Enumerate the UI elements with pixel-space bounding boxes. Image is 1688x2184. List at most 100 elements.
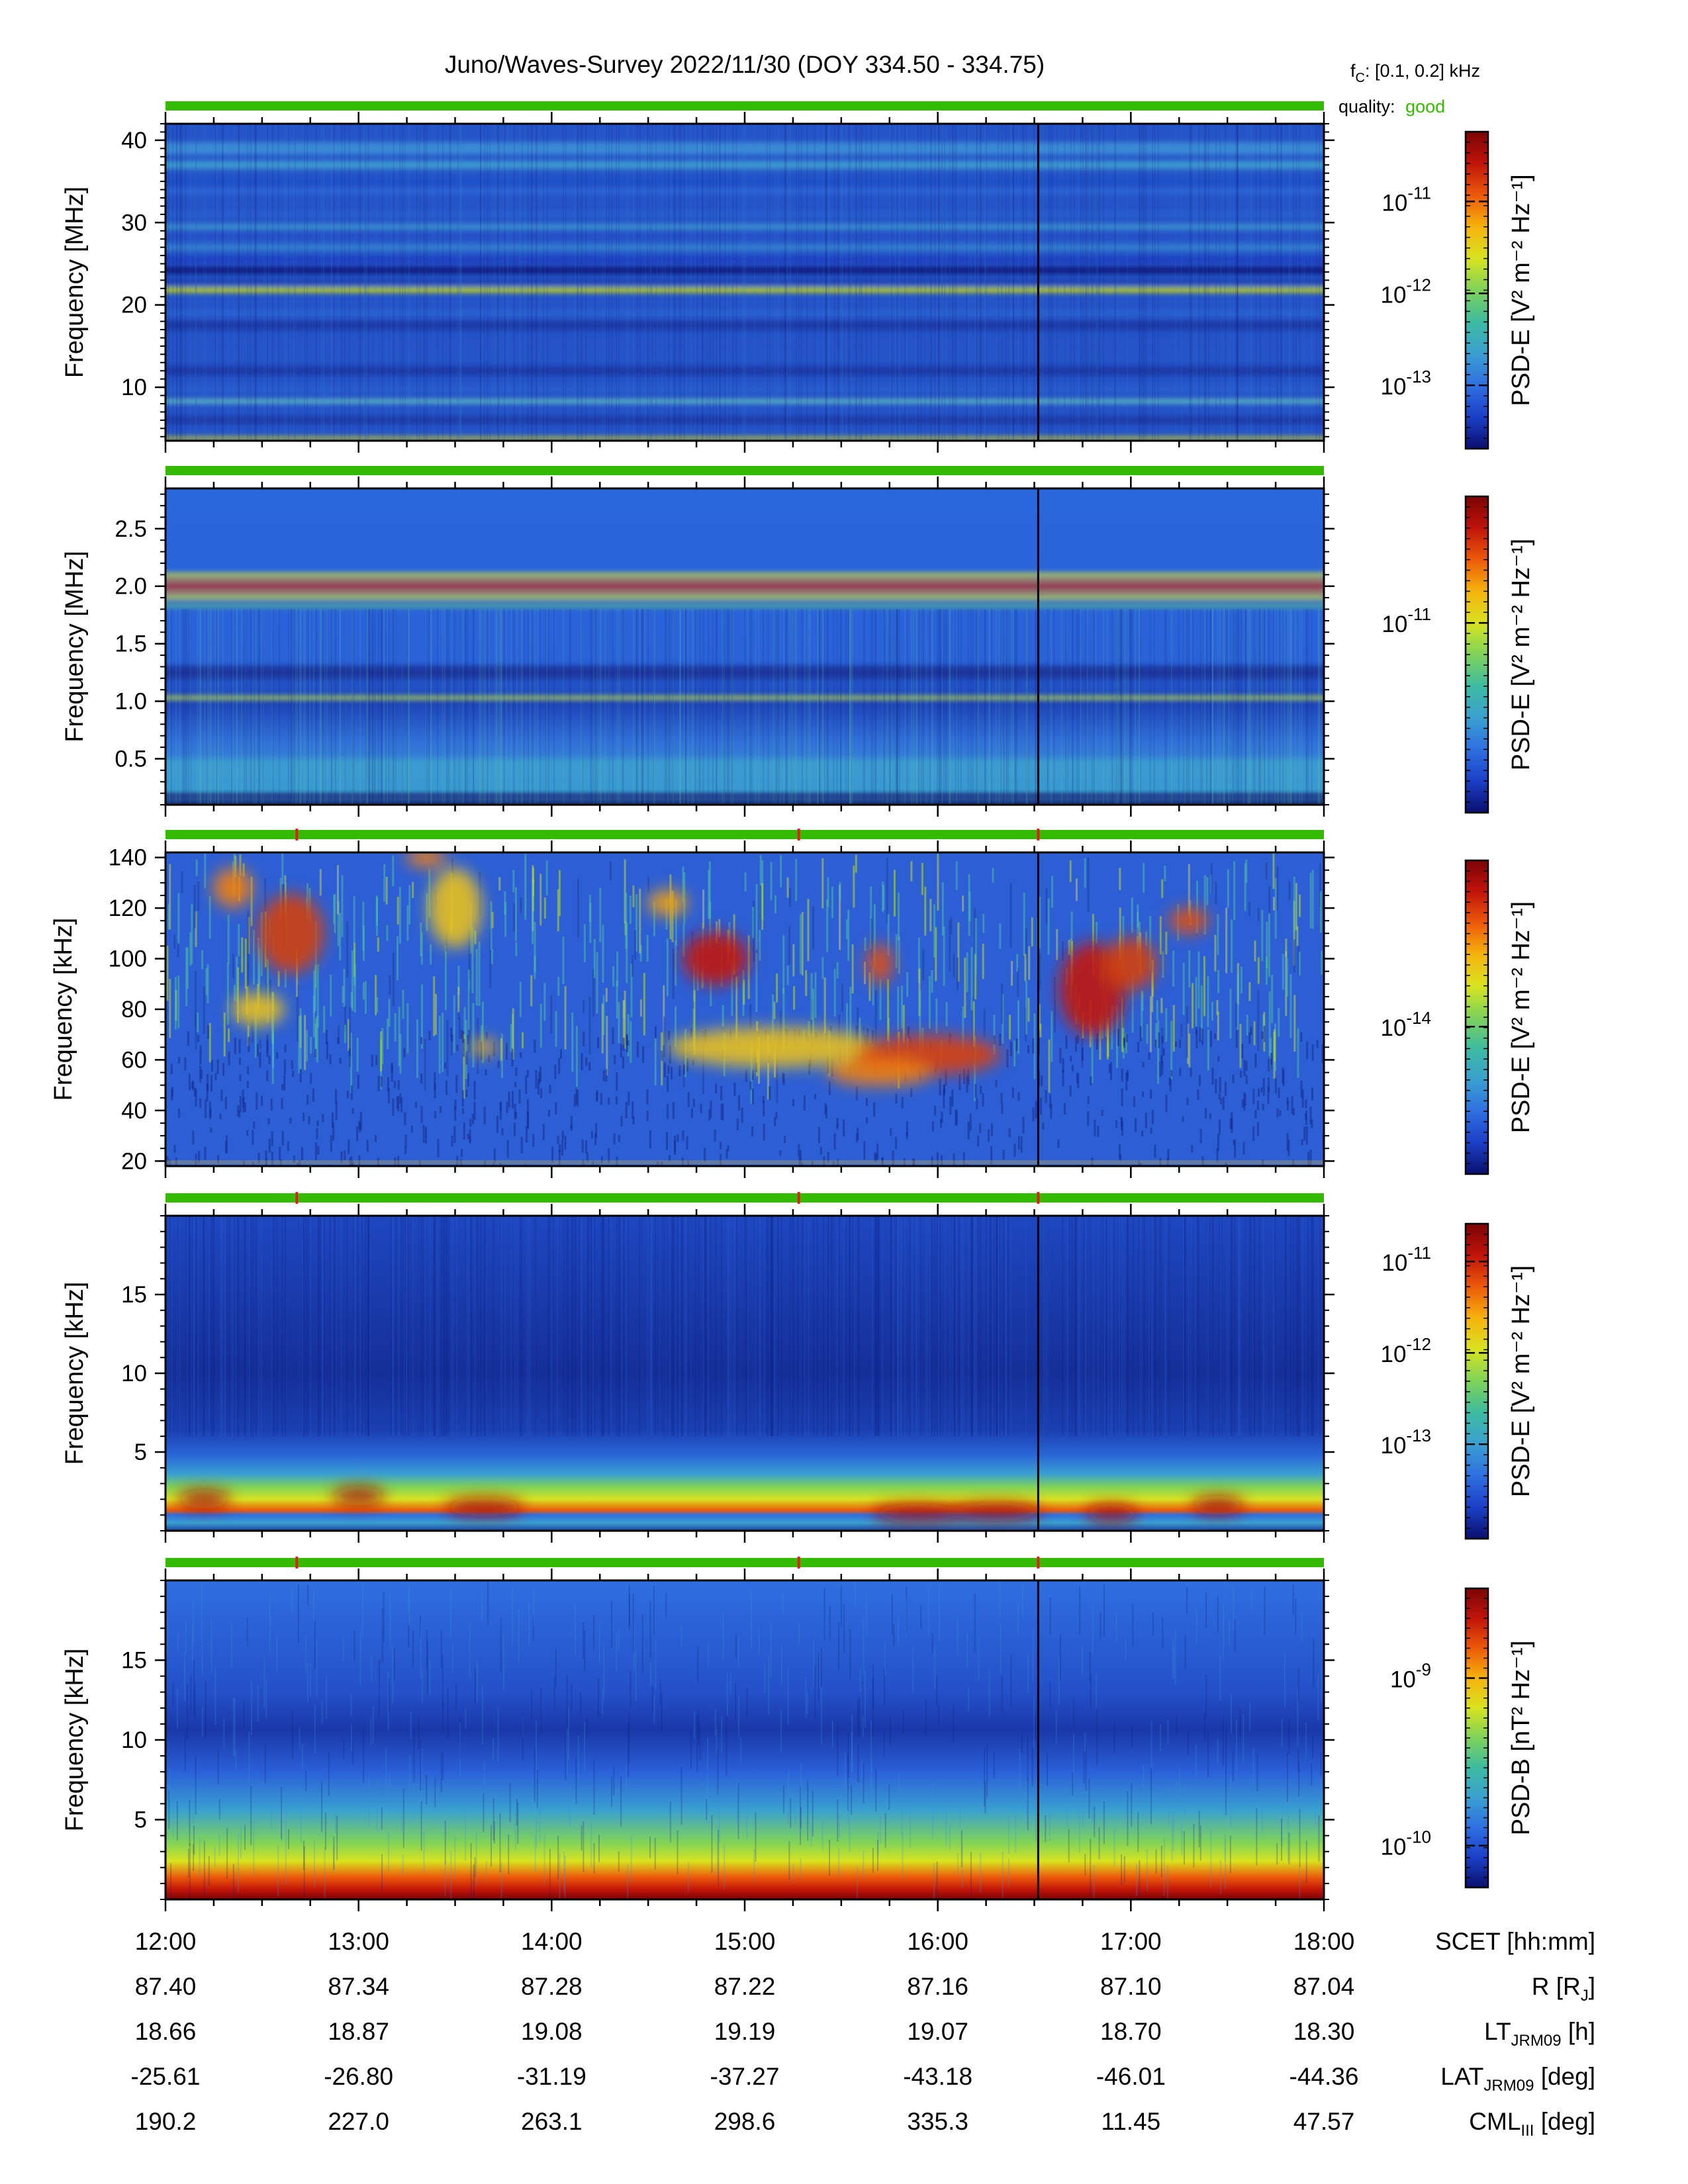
y-tick-label: 15 (121, 1648, 147, 1674)
emission-band (165, 416, 1324, 425)
y-axis: 10 20 30 40 Frequency [MHz] (61, 123, 1335, 437)
ephemeris-value: 87.40 (135, 1973, 197, 2000)
emission-band (165, 604, 1324, 608)
ephemeris-value: 335.3 (907, 2108, 968, 2135)
ephemeris-label: CMLIII [deg] (1469, 2108, 1595, 2140)
ephemeris-value: -46.01 (1096, 2063, 1166, 2090)
ephemeris-label: LATJRM09 [deg] (1440, 2063, 1595, 2095)
ephemeris-value: 11.45 (1101, 2108, 1160, 2135)
emission-band (165, 224, 1324, 230)
emission-band (165, 256, 1324, 263)
x-ticks (164, 1569, 1325, 1911)
colorbar-tick-label: 10-9 (1390, 1660, 1431, 1693)
ephemeris-value: 18.70 (1100, 2018, 1162, 2045)
colorbar-2: 10-11 PSD-E [V² m⁻² Hz⁻¹] (1382, 495, 1535, 814)
y-tick-label: 60 (121, 1047, 147, 1073)
emission-band (165, 287, 1324, 293)
colorbar-4: 10-11 10-12 10-13 PSD-E [V² m⁻² Hz⁻¹] (1380, 1222, 1535, 1540)
colorbar-tick-label: 10-13 (1380, 367, 1431, 400)
fc-label: f (1350, 61, 1356, 81)
quality-bar (165, 101, 1324, 111)
ephemeris-value: 16:00 (907, 1928, 968, 1955)
y-tick-label: 30 (121, 210, 147, 236)
emission-band (165, 142, 1324, 155)
ephemeris-value: 227.0 (328, 2108, 389, 2135)
panel-5: 5 10 15 Frequency [kHz] 10-9 10-10 PSD-B [nT² … (61, 1557, 1535, 1911)
emission-band (165, 437, 1324, 440)
y-tick-label: 2.5 (115, 516, 147, 542)
emission-band (165, 320, 1324, 331)
y-axis: 5 10 15 Frequency [kHz] (61, 1215, 1335, 1531)
ephemeris-row: 87.40 87.34 87.28 87.22 87.16 87.10 87.04 R [RJ… (135, 1973, 1595, 2005)
y-axis: 20 40 60 80 100 120 140 Frequency [kHz] (50, 845, 1335, 1174)
emission-band (165, 244, 1324, 251)
quality-marker (797, 1192, 800, 1204)
emission-band (165, 590, 1324, 594)
colorbar-label: PSD-E [V² m⁻² Hz⁻¹] (1507, 539, 1535, 770)
y-tick-label: 10 (121, 1361, 147, 1387)
quality-label: quality: (1338, 97, 1395, 116)
y-tick-label: 140 (109, 845, 147, 871)
emission-blob (827, 1059, 933, 1086)
ephemeris-value: -25.61 (131, 2063, 201, 2090)
ephemeris-value: 87.10 (1100, 1973, 1162, 2000)
ephemeris-value: -31.19 (517, 2063, 586, 2090)
y-tick-label: 2.0 (115, 574, 147, 600)
colorbar-label: PSD-B [nT² Hz⁻¹] (1507, 1641, 1535, 1836)
emission-band (165, 387, 1324, 391)
colorbar-tick-label: 10-14 (1380, 1008, 1431, 1041)
colorbar-3: 10-14 PSD-E [V² m⁻² Hz⁻¹] (1380, 859, 1535, 1175)
figure-title: Juno/Waves-Survey 2022/11/30 (DOY 334.50… (445, 51, 1045, 78)
emission-blob (428, 868, 482, 948)
ephemeris-value: 87.04 (1293, 1973, 1355, 2000)
panel-2: 0.5 1.0 1.5 2.0 2.5 Frequency [MHz] 10-11 PSD-E… (61, 466, 1535, 817)
ephemeris-value: 19.07 (907, 2018, 968, 2045)
emission-blob (332, 1486, 385, 1506)
emission-band (165, 696, 1324, 700)
emission-band (165, 665, 1324, 680)
y-tick-label: 120 (109, 895, 147, 921)
emission-blob (682, 932, 749, 985)
panel-4: 5 10 15 Frequency [kHz] 10-11 10-12 10-13 PSD-E… (61, 1192, 1535, 1543)
y-tick-label: 40 (121, 128, 147, 154)
spectrogram-3 (165, 852, 1324, 1166)
quality-marker (1037, 1192, 1040, 1204)
ephemeris-value: 47.57 (1293, 2108, 1355, 2135)
y-tick-label: 1.0 (115, 689, 147, 715)
emission-blob (667, 1027, 880, 1068)
colorbar-tick-label: 10-13 (1380, 1426, 1431, 1459)
emission-blob (444, 1498, 524, 1517)
emission-blob (213, 868, 254, 908)
emission-blob (232, 993, 285, 1026)
ephemeris-row: 18.66 18.87 19.08 19.19 19.07 18.70 18.30 LTJRM… (135, 2018, 1595, 2050)
x-ticks (164, 841, 1325, 1178)
emission-band (165, 578, 1324, 582)
ephemeris-value: -26.80 (324, 2063, 393, 2090)
quality-bar (165, 830, 1324, 839)
emission-band (165, 341, 1324, 351)
y-tick-label: 40 (121, 1098, 147, 1124)
emission-band (165, 234, 1324, 238)
panel-1: 10 20 30 40 Frequency [MHz] 10-11 10-12 10-13 PS… (61, 101, 1535, 453)
colorbar-tick-label: 10-11 (1382, 183, 1431, 216)
ephemeris-value: 12:00 (135, 1928, 197, 1955)
ephemeris-value: 87.28 (521, 1973, 583, 2000)
quality-marker (797, 829, 800, 841)
ephemeris-value: 298.6 (714, 2108, 776, 2135)
spectrogram-1 (165, 124, 1324, 441)
y-tick-label: 10 (121, 375, 147, 400)
y-tick-label: 5 (134, 1807, 147, 1833)
ephemeris-row: -25.61 -26.80 -31.19 -37.27 -43.18 -46.01 -44.… (131, 2063, 1595, 2095)
y-tick-label: 20 (121, 1148, 147, 1174)
emission-band (165, 279, 1324, 285)
quality-marker (797, 1557, 800, 1569)
quality-marker (295, 829, 299, 841)
colorbar-label: PSD-E [V² m⁻² Hz⁻¹] (1507, 901, 1535, 1133)
emission-band (165, 596, 1324, 600)
colorbar-1: 10-11 10-12 10-13 PSD-E [V² m⁻² Hz⁻¹] (1380, 130, 1535, 450)
ephemeris-value: 14:00 (521, 1928, 583, 1955)
fc-value: : [0.1, 0.2] kHz (1365, 61, 1480, 81)
x-ticks (164, 1204, 1325, 1543)
colorbar-tick-label: 10-11 (1382, 1243, 1431, 1276)
